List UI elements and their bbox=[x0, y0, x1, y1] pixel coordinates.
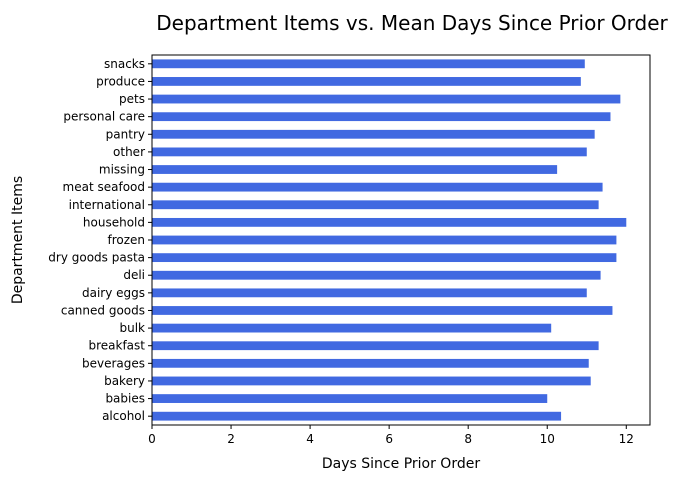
bar-personal-care bbox=[152, 112, 611, 122]
x-tick-label: 10 bbox=[540, 432, 555, 446]
bar-canned-goods bbox=[152, 306, 613, 315]
x-axis-label: Days Since Prior Order bbox=[322, 456, 480, 472]
y-tick-label: canned goods bbox=[61, 303, 145, 317]
x-tick-label: 4 bbox=[306, 432, 314, 446]
plot-area: alcohol babies bakery beverages breakfast bul… bbox=[48, 54, 651, 446]
y-tick-label: other bbox=[113, 145, 145, 159]
bar-international bbox=[152, 200, 599, 210]
bar-deli bbox=[152, 270, 601, 280]
y-tick-label: personal care bbox=[63, 110, 145, 124]
y-tick-label: dairy eggs bbox=[82, 286, 145, 300]
y-tick-label: bulk bbox=[119, 321, 145, 335]
bar-dry-goods-pasta bbox=[152, 253, 617, 263]
chart-title: Department Items vs. Mean Days Since Pri… bbox=[156, 11, 668, 35]
x-tick-label: 0 bbox=[148, 432, 156, 446]
bar-pets bbox=[152, 94, 621, 104]
y-tick-label: alcohol bbox=[102, 409, 145, 423]
y-tick-label: babies bbox=[105, 392, 145, 406]
y-tick-label: produce bbox=[96, 74, 145, 88]
bar-alcohol bbox=[152, 411, 562, 421]
bar-meat-seafood bbox=[152, 182, 603, 192]
y-tick-label: international bbox=[69, 198, 145, 212]
y-tick-label: breakfast bbox=[88, 339, 145, 353]
x-tick-label: 2 bbox=[227, 432, 235, 446]
y-tick-label: beverages bbox=[82, 356, 145, 370]
y-tick-label: household bbox=[83, 215, 145, 229]
y-tick-label: deli bbox=[123, 268, 145, 282]
bar-dairy-eggs bbox=[152, 288, 587, 298]
y-tick-label: pantry bbox=[106, 127, 145, 141]
bar-other bbox=[152, 147, 587, 157]
bar-babies bbox=[152, 394, 548, 403]
bar-missing bbox=[152, 165, 558, 174]
y-tick-label: snacks bbox=[104, 57, 145, 71]
x-tick-label: 8 bbox=[464, 432, 472, 446]
x-tick-label: 6 bbox=[385, 432, 393, 446]
y-tick-label: pets bbox=[119, 92, 145, 106]
bar-household bbox=[152, 217, 627, 227]
y-tick-label: missing bbox=[99, 163, 145, 177]
y-tick-label: bakery bbox=[104, 374, 145, 388]
bar-bulk bbox=[152, 323, 552, 333]
bar-produce bbox=[152, 77, 581, 86]
bar-pantry bbox=[152, 129, 595, 139]
axes-frame bbox=[151, 54, 651, 426]
bar-bakery bbox=[152, 376, 591, 386]
y-tick-label: frozen bbox=[107, 233, 145, 247]
bar-beverages bbox=[152, 358, 589, 368]
y-tick-label: meat seafood bbox=[63, 180, 145, 194]
bar-frozen bbox=[152, 235, 617, 245]
bar-snacks bbox=[152, 59, 585, 69]
y-axis-label: Department Items bbox=[10, 176, 26, 304]
x-tick-label: 12 bbox=[619, 432, 634, 446]
y-tick-label: dry goods pasta bbox=[48, 251, 145, 265]
bar-breakfast bbox=[152, 341, 599, 351]
